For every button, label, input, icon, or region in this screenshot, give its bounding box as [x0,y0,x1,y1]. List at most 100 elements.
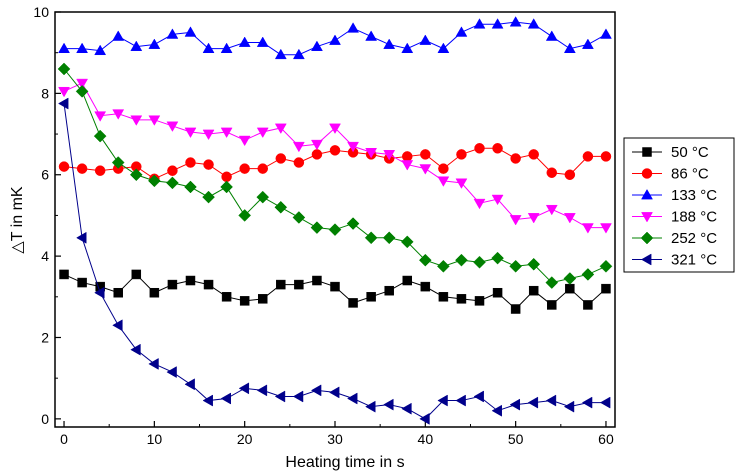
series-2 [58,16,612,60]
data-point [94,165,106,176]
data-point [348,298,358,308]
legend-box [623,137,735,273]
y-tick-label: 10 [33,4,49,20]
data-point [238,382,250,395]
data-point [545,204,558,216]
series-line [63,273,607,310]
legend-label: 321 °C [671,252,717,269]
data-point [202,129,215,141]
data-point [581,268,595,281]
data-point [238,209,252,222]
legend-item: 86 °C [632,166,709,183]
data-point [491,194,504,206]
data-point [220,127,233,139]
data-point [292,211,306,224]
data-point [474,143,485,154]
data-point [148,174,161,188]
series-3 [58,78,612,234]
x-tick-label: 0 [60,431,68,447]
data-point [581,396,593,409]
data-point [274,390,286,403]
y-tick-label: 2 [41,329,49,345]
data-point [220,180,233,194]
data-point [563,400,575,413]
data-point [167,165,178,176]
data-point [491,251,504,265]
data-point [492,287,503,298]
data-point [274,123,287,134]
data-point [419,164,432,175]
data-point [382,231,396,245]
data-point [474,296,485,306]
data-point [76,163,88,174]
data-point [75,84,89,98]
series-5 [58,97,611,425]
data-point [418,253,432,267]
data-point [547,300,557,310]
data-point [311,40,323,51]
data-point [202,42,215,53]
data-point [94,286,105,299]
data-point [148,38,161,49]
data-point [510,153,521,164]
data-point [438,163,449,174]
data-point [420,281,431,292]
data-point [600,28,612,39]
data-point [129,168,143,182]
x-tick-label: 40 [418,431,434,447]
data-point [77,277,87,288]
data-point [58,86,70,98]
data-point [365,30,378,41]
data-point [221,171,232,183]
data-point [130,115,143,126]
x-tick-label: 10 [147,431,163,447]
data-point [111,156,125,169]
data-point [473,18,486,29]
data-point [94,111,107,122]
data-point [527,257,541,271]
data-point [565,283,575,294]
data-point [184,127,197,139]
data-point [274,200,288,214]
data-point [311,149,323,160]
data-point [257,294,268,304]
legend-label: 188 °C [671,209,717,226]
data-point [402,151,413,162]
data-point [149,287,160,298]
data-point [58,161,70,172]
data-point [365,400,376,413]
data-point [312,275,322,286]
legend-marker [641,168,653,179]
legend-marker [640,231,654,245]
data-point [328,386,340,399]
legend-label: 86 °C [671,166,709,183]
data-point [346,217,360,230]
data-point [528,285,539,296]
data-point [203,159,214,170]
data-point [131,269,142,280]
data-point [184,378,195,391]
data-point [509,259,522,273]
data-point [438,292,449,302]
x-tick-label: 30 [327,431,343,447]
x-axis-title: Heating time in s [285,454,404,471]
data-point [528,149,539,160]
data-point [221,292,232,302]
data-point [220,42,233,53]
data-point [383,38,396,49]
series-0 [59,269,611,314]
data-point [329,34,341,45]
data-point [600,223,612,234]
data-point [383,150,396,161]
data-point [456,294,467,304]
series-4 [57,62,613,289]
data-point [582,151,594,162]
y-tick-label: 4 [41,248,49,264]
data-point [510,304,521,314]
legend-marker [640,253,652,266]
data-point [347,392,358,405]
data-point [256,190,270,204]
data-point [599,396,611,409]
data-point [365,147,378,159]
